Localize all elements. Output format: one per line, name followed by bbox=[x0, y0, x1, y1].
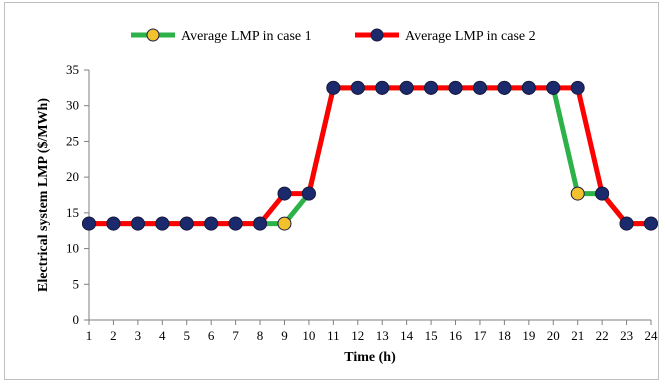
data-point-case-2 bbox=[179, 216, 194, 231]
data-point-case-1 bbox=[570, 186, 585, 201]
x-tick-label: 9 bbox=[281, 328, 288, 343]
x-tick-label: 17 bbox=[473, 328, 487, 343]
data-point-case-2 bbox=[472, 80, 487, 95]
x-tick-label: 1 bbox=[86, 328, 93, 343]
legend-item-case-1: Average LMP in case 1 bbox=[131, 28, 312, 44]
data-point-case-2 bbox=[619, 216, 634, 231]
y-axis-title: Electrical system LMP ($/MWh) bbox=[36, 98, 51, 292]
y-tick-label: 35 bbox=[66, 62, 79, 77]
lmp-line-chart: Average LMP in case 1 Average LMP in cas… bbox=[36, 28, 658, 365]
x-tick-label: 16 bbox=[449, 328, 463, 343]
y-tick-label: 30 bbox=[66, 98, 79, 113]
plot-area bbox=[82, 80, 658, 231]
data-point-case-2 bbox=[521, 80, 536, 95]
x-tick-label: 10 bbox=[302, 328, 315, 343]
x-tick-label: 4 bbox=[159, 328, 166, 343]
data-point-case-2 bbox=[82, 216, 96, 231]
x-tick-label: 7 bbox=[232, 328, 239, 343]
series-line-case-1 bbox=[86, 85, 654, 227]
data-point-case-2 bbox=[375, 80, 390, 95]
legend-label-case-1: Average LMP in case 1 bbox=[181, 29, 312, 44]
data-point-case-2 bbox=[228, 216, 243, 231]
x-tick-label: 18 bbox=[498, 328, 511, 343]
x-tick-label: 19 bbox=[522, 328, 535, 343]
data-point-case-2 bbox=[277, 186, 292, 201]
legend-swatch-marker-case-2 bbox=[370, 28, 384, 42]
x-tick-label: 5 bbox=[183, 328, 190, 343]
data-point-case-2 bbox=[204, 216, 219, 231]
y-tick-label: 15 bbox=[66, 205, 79, 220]
legend-swatch-marker-case-1 bbox=[146, 28, 160, 42]
y-tick-label: 5 bbox=[73, 276, 80, 291]
data-point-case-2 bbox=[326, 80, 341, 95]
data-point-case-2 bbox=[130, 216, 145, 231]
x-tick-label: 8 bbox=[257, 328, 264, 343]
data-point-case-2 bbox=[350, 80, 365, 95]
chart-frame: Average LMP in case 1 Average LMP in cas… bbox=[4, 2, 659, 380]
y-tick-label: 10 bbox=[66, 241, 79, 256]
y-tick-label: 25 bbox=[66, 133, 79, 148]
x-tick-label: 13 bbox=[376, 328, 389, 343]
data-point-case-2 bbox=[570, 80, 585, 95]
y-tick-label: 0 bbox=[73, 312, 80, 327]
y-tick-label: 20 bbox=[66, 169, 79, 184]
x-tick-label: 23 bbox=[620, 328, 633, 343]
x-tick-label: 20 bbox=[547, 328, 560, 343]
data-point-case-2 bbox=[497, 80, 512, 95]
data-point-case-2 bbox=[546, 80, 561, 95]
data-point-case-1 bbox=[277, 216, 292, 231]
legend-label-case-2: Average LMP in case 2 bbox=[405, 29, 536, 44]
data-point-case-2 bbox=[155, 216, 170, 231]
x-tick-label: 11 bbox=[327, 328, 340, 343]
data-point-case-2 bbox=[301, 186, 316, 201]
x-tick-label: 3 bbox=[135, 328, 142, 343]
x-tick-label: 21 bbox=[571, 328, 584, 343]
legend-item-case-2: Average LMP in case 2 bbox=[355, 28, 536, 44]
x-tick-label: 22 bbox=[596, 328, 609, 343]
x-tick-label: 2 bbox=[110, 328, 117, 343]
data-point-case-2 bbox=[253, 216, 268, 231]
legend: Average LMP in case 1 Average LMP in cas… bbox=[131, 28, 536, 44]
x-tick-label: 15 bbox=[425, 328, 438, 343]
x-tick-label: 6 bbox=[208, 328, 215, 343]
data-point-case-2 bbox=[399, 80, 414, 95]
data-point-case-2 bbox=[595, 186, 610, 201]
data-point-case-2 bbox=[644, 216, 658, 231]
x-tick-label: 12 bbox=[351, 328, 364, 343]
data-point-case-2 bbox=[106, 216, 121, 231]
data-point-case-2 bbox=[448, 80, 463, 95]
data-point-case-2 bbox=[424, 80, 439, 95]
x-tick-label: 24 bbox=[645, 328, 659, 343]
x-axis-title: Time (h) bbox=[344, 350, 396, 365]
x-tick-label: 14 bbox=[400, 328, 414, 343]
